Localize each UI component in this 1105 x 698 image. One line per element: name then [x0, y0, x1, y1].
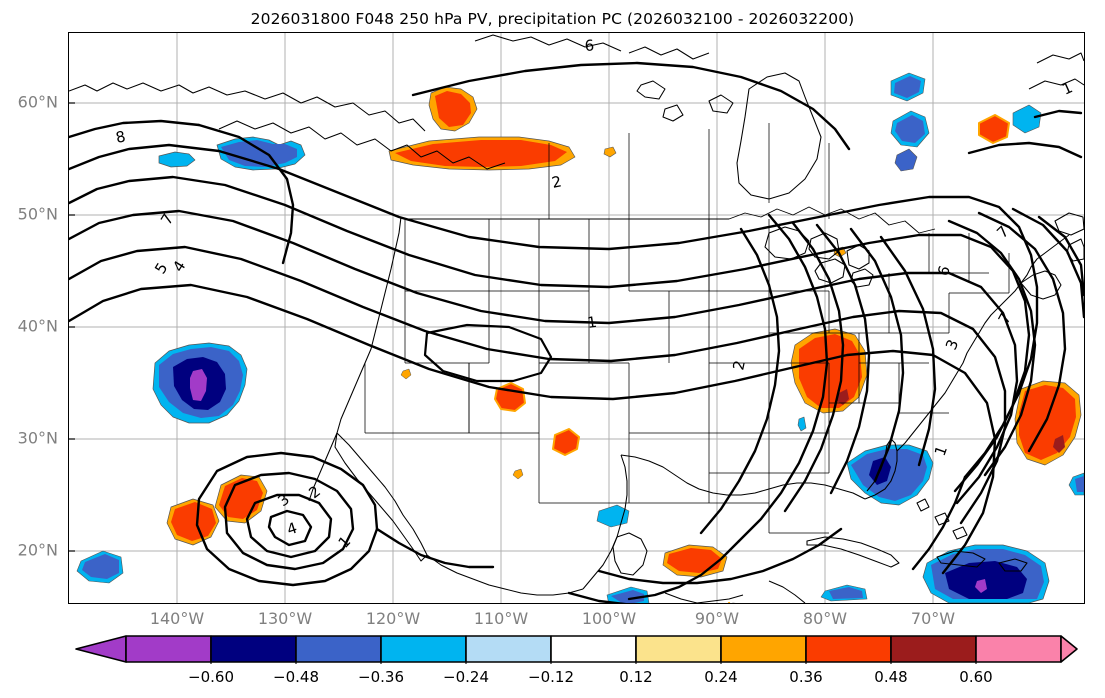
pv-contours	[69, 61, 1084, 603]
colorbar-tick-label-9: 0.60	[959, 668, 993, 686]
cb-swatch-orange	[720, 635, 807, 663]
contour-label-3b: 3	[942, 337, 962, 353]
colorbar-tick-label-3: −0.24	[443, 668, 489, 686]
colorbar-tick-label-8: 0.48	[874, 668, 908, 686]
y-tick-label-40n: 40°N	[17, 316, 58, 336]
contour-label-5: 5	[151, 259, 171, 277]
region-blue-ne-canada-1-core	[894, 76, 921, 98]
contour-label-8: 8	[114, 127, 127, 147]
colorbar-tick-label-0: −0.60	[188, 668, 234, 686]
cb-swatch-paleyellow	[635, 635, 722, 663]
colorbar-canvas	[75, 635, 1078, 664]
region-sliver-tn	[797, 416, 807, 432]
region-blue-gulf-small-core	[829, 587, 863, 599]
colorbar-tick-label-2: −0.36	[358, 668, 404, 686]
contour-label-1d: 1	[931, 443, 951, 458]
x-tick-label-130w: 130°W	[257, 609, 313, 628]
contour-label-7c: 7	[995, 310, 1015, 327]
colorbar-tick-label-5: 0.12	[619, 668, 653, 686]
contour-label-4b: 4	[285, 519, 300, 539]
region-gulf-mexico-orange	[662, 544, 728, 578]
cb-extend-low	[75, 635, 127, 663]
y-tick-label-30n: 30°N	[17, 428, 58, 448]
region-baja-orange	[166, 498, 220, 546]
region-nw-canada-orange-2	[388, 136, 576, 171]
page-title: 2026031800 F048 250 hPa PV, precipitatio…	[250, 10, 855, 28]
region-blue-right-edge-core	[1075, 476, 1084, 492]
cb-swatch-darkred	[890, 635, 977, 663]
contour-labels: 8 7 5 4 6 2 1 3 2 4 1 2 6 7 3 1 1	[114, 36, 1075, 551]
map-coastlines	[69, 34, 1084, 603]
cb-swatch-redorange	[805, 635, 892, 663]
cb-swatch-pink	[975, 635, 1062, 663]
region-blue-yucatan-core	[611, 590, 644, 603]
colorbar-tick-label-6: 0.24	[704, 668, 738, 686]
region-socal-orange	[494, 382, 526, 412]
cb-swatch-blue	[295, 635, 382, 663]
x-tick-label-110w: 110°W	[473, 609, 529, 628]
contour-label-2a: 2	[550, 172, 563, 192]
contour-label-7b: 7	[993, 222, 1012, 242]
contour-label-1b: 1	[335, 533, 355, 552]
region-ohio-valley-orange	[790, 328, 868, 414]
cb-swatch-lightblue	[465, 635, 552, 663]
x-tick-label-70w: 70°W	[910, 609, 956, 628]
grid-lines	[69, 33, 1084, 603]
cb-extend-high	[1060, 635, 1078, 663]
y-tick-label-50n: 50°N	[17, 204, 58, 224]
colorbar-tick-label-4: −0.12	[528, 668, 574, 686]
region-ne-pacific-blob	[152, 342, 248, 424]
contour-label-1c: 1	[1059, 78, 1075, 98]
cb-swatch-purple	[125, 635, 212, 663]
region-blue-sw-pacific-core	[82, 554, 119, 579]
y-tick-label-20n: 20°N	[17, 540, 58, 560]
region-speck-mex	[512, 468, 524, 480]
region-speck-az	[400, 368, 412, 380]
contour-label-1a: 1	[586, 313, 598, 332]
map-plot-area[interactable]: 8 7 5 4 6 2 1 3 2 4 1 2 6 7 3 1 1	[68, 32, 1085, 604]
colorbar[interactable]	[68, 634, 1085, 664]
region-blue-ne-canada-3	[894, 148, 918, 172]
contour-label-6a: 6	[584, 36, 595, 55]
x-tick-label-100w: 100°W	[581, 609, 637, 628]
contour-label-2c: 2	[729, 359, 749, 372]
region-orange-greenland	[978, 114, 1010, 144]
region-speck-orange-north	[603, 146, 617, 158]
region-mexico-small-orange	[552, 428, 580, 456]
region-blue-greenland	[1012, 104, 1042, 134]
x-tick-label-80w: 80°W	[802, 609, 848, 628]
cb-swatch-cyan	[380, 635, 467, 663]
map-canvas: 8 7 5 4 6 2 1 3 2 4 1 2 6 7 3 1 1	[69, 33, 1084, 603]
region-bc-coast-blob	[216, 136, 306, 171]
x-tick-label-140w: 140°W	[149, 609, 205, 628]
colorbar-tick-label-7: 0.36	[789, 668, 823, 686]
contour-label-3: 3	[274, 490, 293, 510]
colorbar-tick-label-1: −0.48	[273, 668, 319, 686]
contour-label-4a: 4	[169, 257, 189, 275]
region-blue-gulf-cal	[596, 504, 630, 528]
y-tick-label-60n: 60°N	[17, 92, 58, 112]
region-nw-canada-orange-1	[428, 86, 478, 132]
region-caribbean-deep-blue	[922, 544, 1050, 603]
x-tick-label-120w: 120°W	[365, 609, 421, 628]
x-tick-label-90w: 90°W	[694, 609, 740, 628]
contour-label-6b: 6	[934, 263, 954, 278]
region-gulf-alaska-small	[158, 151, 196, 168]
cb-swatch-white	[550, 635, 637, 663]
cb-swatch-navy	[210, 635, 297, 663]
region-blue-ne-canada-2-core	[895, 115, 925, 143]
region-atlantic-orange	[1014, 380, 1082, 466]
